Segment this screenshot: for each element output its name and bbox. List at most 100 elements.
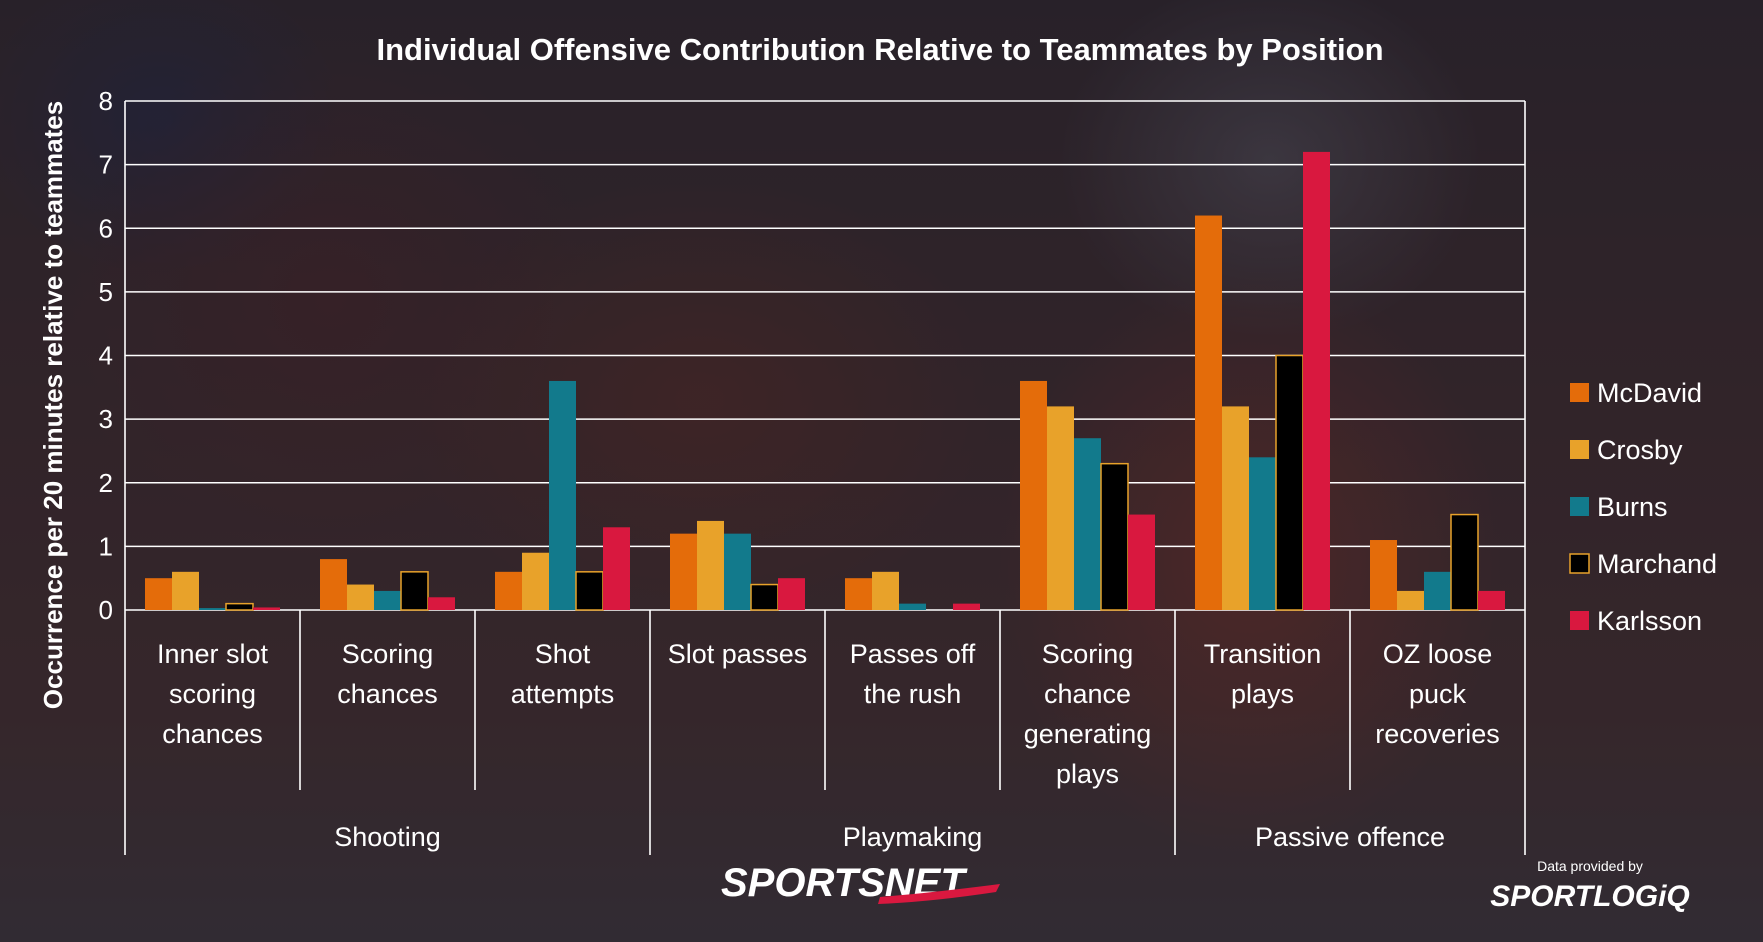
y-tick-label: 3 xyxy=(99,404,113,434)
group-label: Passive offence xyxy=(1255,822,1445,852)
bar-mcdavid xyxy=(1195,215,1222,610)
y-tick-label: 1 xyxy=(99,531,113,561)
bar-burns xyxy=(724,533,751,610)
category-label-line: chances xyxy=(162,719,263,749)
category-label: OZ loose puck recoveries xyxy=(1375,639,1500,749)
y-tick-label: 8 xyxy=(99,86,113,116)
legend-label-karlsson: Karlsson xyxy=(1597,606,1702,636)
category-labels: Inner slot scoring chances Scoring chances Sh… xyxy=(157,639,1500,789)
category-label-line: the rush xyxy=(864,679,962,709)
category-label-line: Slot passes xyxy=(668,639,808,669)
legend-label-marchand: Marchand xyxy=(1597,549,1717,579)
category-label-line: Shot xyxy=(535,639,591,669)
bar-crosby xyxy=(872,571,899,610)
bar-mcdavid xyxy=(1370,540,1397,610)
bar-karlsson xyxy=(253,607,280,610)
bar-karlsson xyxy=(428,597,455,610)
bar-karlsson xyxy=(1128,514,1155,610)
category-label-line: puck xyxy=(1409,679,1467,709)
category-label-line: plays xyxy=(1056,759,1119,789)
legend: McDavid Crosby Burns Marchand Karlsson xyxy=(1569,378,1717,636)
bar-burns xyxy=(549,380,576,610)
y-tick-label: 7 xyxy=(99,150,113,180)
bar-burns xyxy=(1074,438,1101,610)
category-label-line: plays xyxy=(1231,679,1294,709)
bar-burns xyxy=(199,608,226,610)
credit-text: Data provided by xyxy=(1537,858,1643,874)
category-label-line: Passes off xyxy=(850,639,976,669)
bar-mcdavid xyxy=(145,578,172,610)
bar-mcdavid xyxy=(320,559,347,610)
bar-marchand xyxy=(1450,513,1479,611)
category-label-line: recoveries xyxy=(1375,719,1500,749)
bar-crosby xyxy=(697,520,724,610)
sportlogiq-logo-text: SPORTLOGiQ xyxy=(1490,880,1689,913)
group-label: Playmaking xyxy=(843,822,983,852)
category-label-line: generating xyxy=(1024,719,1152,749)
bars xyxy=(145,151,1505,611)
category-label: Inner slot scoring chances xyxy=(157,639,269,749)
legend-swatch-mcdavid xyxy=(1570,383,1589,402)
legend-swatch-marchand xyxy=(1569,553,1590,574)
category-label: Shot attempts xyxy=(511,639,615,709)
category-label-line: attempts xyxy=(511,679,615,709)
bar-burns xyxy=(1249,457,1276,610)
category-label-line: chances xyxy=(337,679,438,709)
sportlogiq-credit: Data provided by SPORTLOGiQ xyxy=(1490,858,1689,913)
group-labels: Shooting Playmaking Passive offence xyxy=(334,822,1445,852)
group-label: Shooting xyxy=(334,822,441,852)
category-label: Scoring chances xyxy=(337,639,438,709)
category-label-line: scoring xyxy=(169,679,256,709)
legend-label-crosby: Crosby xyxy=(1597,435,1683,465)
bar-burns xyxy=(1424,571,1451,610)
bar-marchand xyxy=(1275,354,1304,611)
category-dividers xyxy=(124,610,1526,855)
bar-crosby xyxy=(1222,406,1249,610)
category-label-line: Scoring xyxy=(342,639,434,669)
category-label: Passes off the rush xyxy=(850,639,976,709)
category-label: Scoring chance generating plays xyxy=(1024,639,1152,789)
y-tick-label: 5 xyxy=(99,277,113,307)
legend-label-mcdavid: McDavid xyxy=(1597,378,1702,408)
y-axis-label: Occurrence per 20 minutes relative to te… xyxy=(38,101,68,709)
bar-crosby xyxy=(1047,406,1074,610)
category-label-line: Scoring xyxy=(1042,639,1134,669)
bar-marchand xyxy=(400,571,429,611)
bar-karlsson xyxy=(778,578,805,610)
bar-karlsson xyxy=(1303,151,1330,610)
bar-crosby xyxy=(172,571,199,610)
category-label: Slot passes xyxy=(668,639,808,669)
sportsnet-logo: SPORTSNET xyxy=(721,861,1000,905)
sportsnet-swoosh-icon xyxy=(878,884,1000,904)
legend-swatch-karlsson xyxy=(1570,611,1589,630)
category-label-line: chance xyxy=(1044,679,1131,709)
y-tick-label: 6 xyxy=(99,213,113,243)
category-label-line: OZ loose xyxy=(1383,639,1493,669)
bar-marchand xyxy=(225,602,254,611)
bar-marchand xyxy=(575,571,604,611)
bar-mcdavid xyxy=(670,533,697,610)
bar-burns xyxy=(899,603,926,610)
bar-karlsson xyxy=(1478,590,1505,610)
bar-crosby xyxy=(1397,590,1424,610)
bar-mcdavid xyxy=(495,571,522,610)
category-label: Transition plays xyxy=(1204,639,1322,709)
category-label-line: Transition xyxy=(1204,639,1322,669)
bar-crosby xyxy=(347,584,374,610)
category-label-line: Inner slot xyxy=(157,639,269,669)
y-tick-label: 0 xyxy=(99,595,113,625)
bar-mcdavid xyxy=(1020,380,1047,610)
legend-label-burns: Burns xyxy=(1597,492,1668,522)
legend-swatch-crosby xyxy=(1570,440,1589,459)
bar-karlsson xyxy=(953,603,980,610)
bar-mcdavid xyxy=(845,578,872,610)
y-axis-ticks: 0 1 2 3 4 5 6 7 8 xyxy=(99,86,113,625)
bar-burns xyxy=(374,590,401,610)
y-tick-label: 2 xyxy=(99,468,113,498)
bar-karlsson xyxy=(603,527,630,610)
legend-swatch-burns xyxy=(1570,497,1589,516)
bar-marchand xyxy=(750,583,779,611)
y-tick-label: 4 xyxy=(99,341,113,371)
